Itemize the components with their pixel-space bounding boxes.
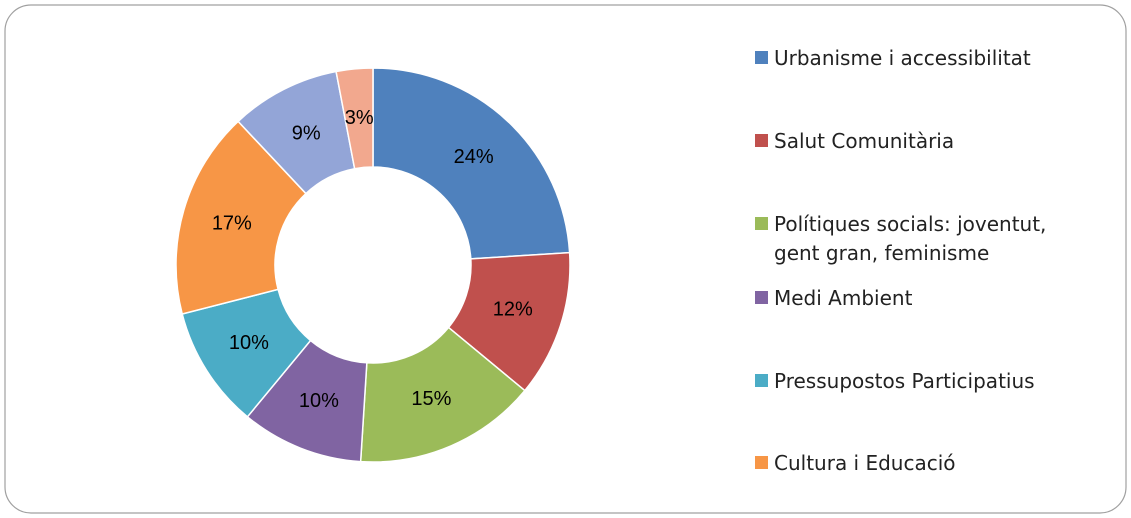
donut-slice <box>335 67 374 170</box>
data-label: 10% <box>229 332 269 354</box>
legend-item: Urbanisme i accessibilitat <box>755 44 1094 73</box>
data-label: 15% <box>411 388 451 410</box>
legend-item: Polítiques socials: joventut, gent gran,… <box>755 210 1094 268</box>
data-label: 24% <box>454 146 494 168</box>
donut-slice <box>175 120 307 315</box>
legend-label: Urbanisme i accessibilitat <box>774 46 1031 70</box>
legend-swatch <box>755 217 768 230</box>
legend-label: Cultura i Educació <box>774 451 956 475</box>
data-label: 3% <box>345 107 374 129</box>
legend-swatch <box>755 456 768 469</box>
legend-label: Salut Comunitària <box>774 129 955 153</box>
legend-swatch <box>755 374 768 387</box>
legend-swatch <box>755 291 768 304</box>
legend-item: Pressupostos Participatius <box>755 367 1094 396</box>
legend-swatch <box>755 134 768 147</box>
donut-slice <box>372 67 571 260</box>
data-label: 9% <box>292 122 321 144</box>
data-label: 17% <box>212 212 252 234</box>
legend-label: Medi Ambient <box>774 286 913 310</box>
legend-label: Pressupostos Participatius <box>774 369 1035 393</box>
legend-label: Polítiques socials: joventut, gent gran,… <box>774 212 1047 265</box>
data-label: 12% <box>493 299 533 321</box>
legend-item: Medi Ambient <box>755 284 1094 313</box>
legend-swatch <box>755 51 768 64</box>
legend-item: Salut Comunitària <box>755 127 1094 156</box>
legend-item: Cultura i Educació <box>755 449 1094 478</box>
data-label: 10% <box>299 390 339 412</box>
